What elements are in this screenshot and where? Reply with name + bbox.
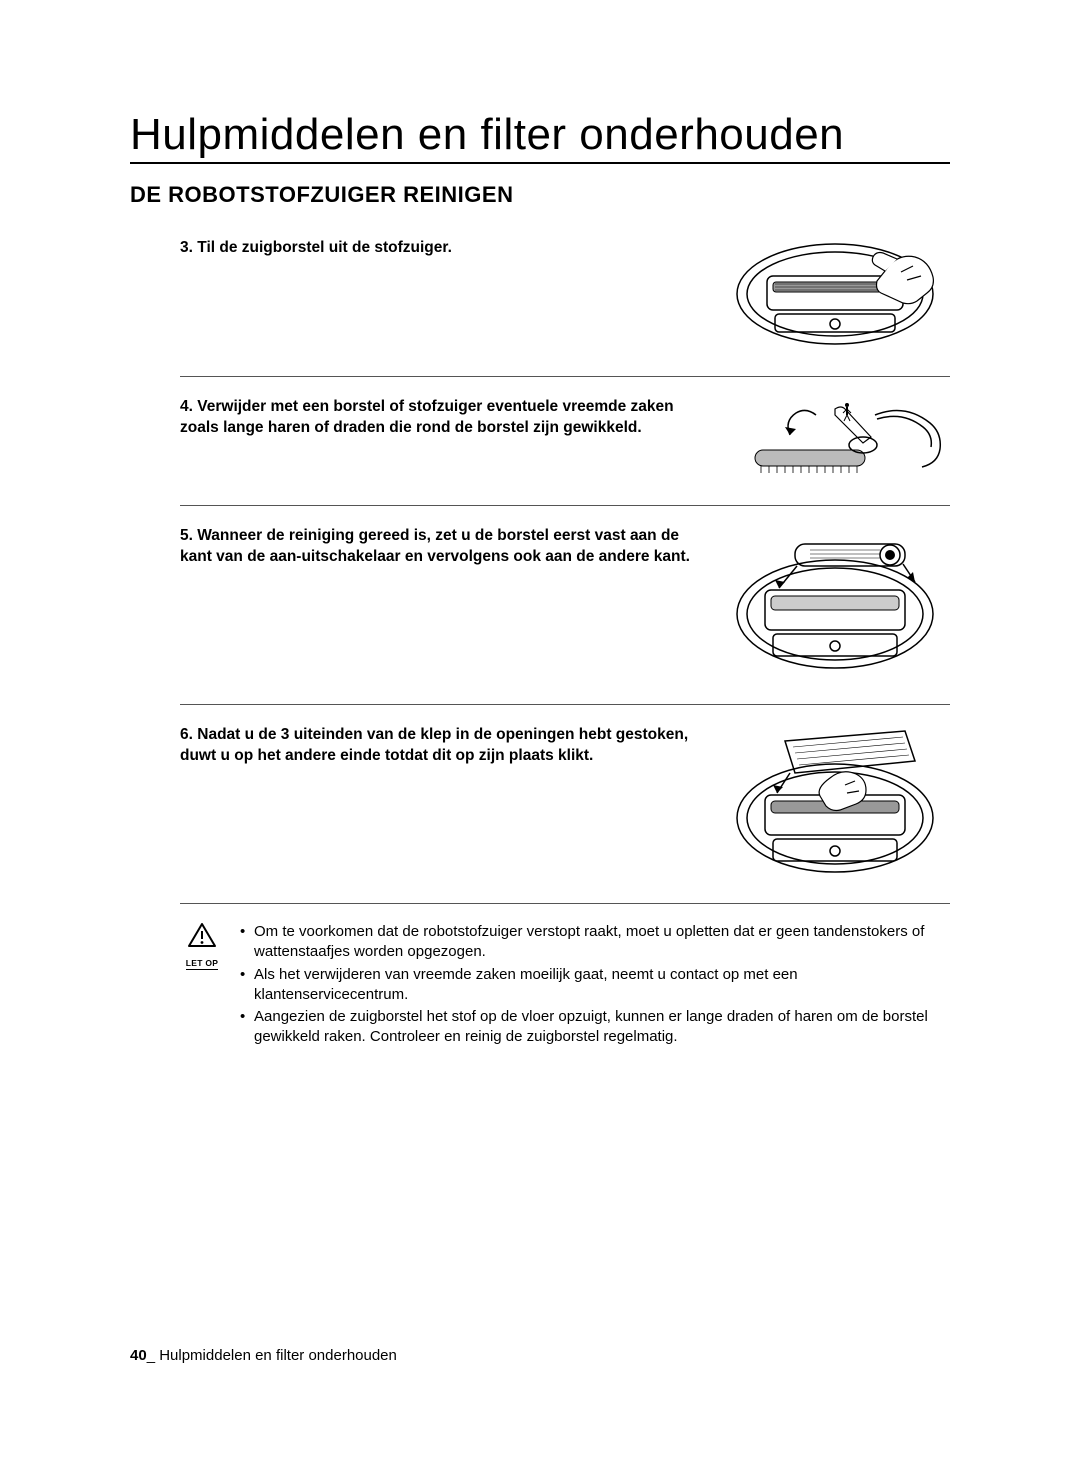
caution-icon-column: LET OP: [180, 922, 224, 971]
step-4-illustration: [730, 395, 950, 485]
step-3-body: Til de zuigborstel uit de stofzuiger.: [197, 239, 452, 256]
step-6-illustration: [730, 723, 950, 883]
caution-label: LET OP: [186, 958, 219, 970]
steps-container: 3. Til de zuigborstel uit de stofzuiger.: [180, 236, 950, 904]
warning-triangle-icon: [180, 922, 224, 953]
step-5: 5. Wanneer de reiniging gereed is, zet u…: [180, 524, 950, 705]
step-6-num: 6.: [180, 726, 193, 743]
caution-item: Aangezien de zuigborstel het stof op de …: [240, 1007, 950, 1048]
step-6-body: Nadat u de 3 uiteinden van de klep in de…: [180, 726, 688, 764]
step-3-illustration: [730, 236, 950, 356]
step-6: 6. Nadat u de 3 uiteinden van de klep in…: [180, 723, 950, 904]
step-3-num: 3.: [180, 239, 193, 256]
step-4-body: Verwijder met een borstel of stofzuiger …: [180, 398, 674, 436]
step-3-text: 3. Til de zuigborstel uit de stofzuiger.: [180, 236, 710, 259]
section-heading: DE ROBOTSTOFZUIGER REINIGEN: [130, 182, 950, 208]
step-5-text: 5. Wanneer de reiniging gereed is, zet u…: [180, 524, 710, 568]
step-5-body: Wanneer de reiniging gereed is, zet u de…: [180, 527, 690, 565]
step-4-text: 4. Verwijder met een borstel of stofzuig…: [180, 395, 710, 439]
caution-block: LET OP Om te voorkomen dat de robotstofz…: [180, 922, 950, 1050]
caution-list: Om te voorkomen dat de robotstofzuiger v…: [240, 922, 950, 1050]
footer-title: Hulpmiddelen en filter onderhouden: [159, 1347, 397, 1364]
page-number: 40: [130, 1347, 147, 1364]
step-4-num: 4.: [180, 398, 193, 415]
clean-brush-icon: [735, 380, 945, 500]
caution-item: Om te voorkomen dat de robotstofzuiger v…: [240, 922, 950, 963]
main-title: Hulpmiddelen en filter onderhouden: [130, 110, 950, 164]
reinsert-brush-icon: [735, 524, 945, 684]
step-5-illustration: [730, 524, 950, 684]
step-3: 3. Til de zuigborstel uit de stofzuiger.: [180, 236, 950, 377]
step-5-num: 5.: [180, 527, 193, 544]
step-6-text: 6. Nadat u de 3 uiteinden van de klep in…: [180, 723, 710, 767]
step-4: 4. Verwijder met een borstel of stofzuig…: [180, 395, 950, 506]
footer-sep: _: [147, 1347, 160, 1364]
caution-item: Als het verwijderen van vreemde zaken mo…: [240, 965, 950, 1006]
close-cover-icon: [735, 723, 945, 883]
robot-lift-brush-icon: [735, 236, 945, 356]
page-footer: 40_ Hulpmiddelen en filter onderhouden: [130, 1347, 397, 1364]
